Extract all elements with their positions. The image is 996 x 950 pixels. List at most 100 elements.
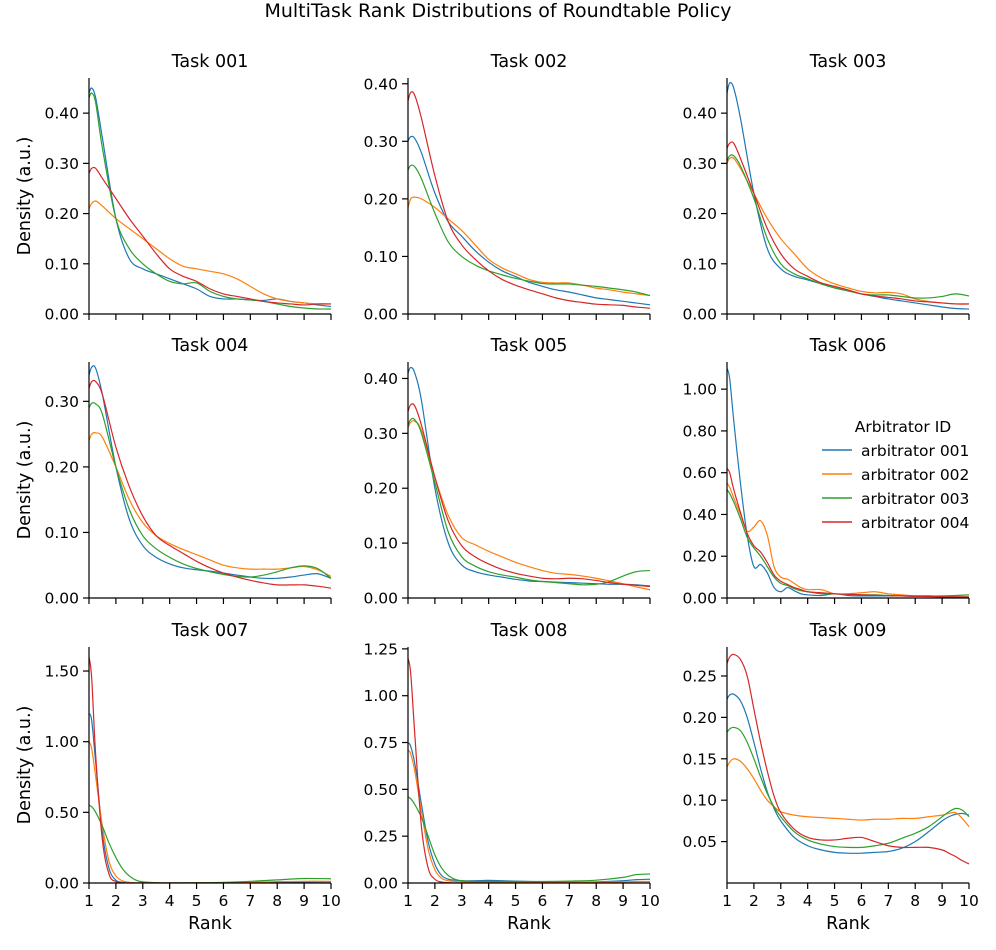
subplot-task-3: Task 003 0.00 0.10 0.20 0.30 0.40 — [682, 52, 970, 324]
series-line-4 — [89, 656, 331, 883]
x-tick-label: 10 — [321, 892, 341, 910]
subplot-title: Task 003 — [809, 52, 887, 72]
series-line-2 — [727, 156, 970, 305]
x-tick-label: 6 — [538, 892, 548, 910]
y-tick-label: 0.00 — [682, 306, 717, 324]
y-tick-label: 0.40 — [44, 105, 79, 123]
y-tick-label: 0.40 — [682, 105, 717, 123]
y-tick-label: 0.10 — [682, 792, 717, 810]
legend-label-3: arbitrator 003 — [861, 490, 969, 508]
y-tick-label: 0.40 — [363, 370, 398, 388]
x-tick-label: 10 — [959, 892, 979, 910]
x-tick-label: 8 — [272, 892, 282, 910]
x-tick-label: 1 — [722, 892, 732, 910]
series-line-1 — [408, 366, 651, 587]
x-tick-label: 1 — [403, 892, 413, 910]
y-tick-label: 0.75 — [363, 734, 398, 752]
y-tick-label: 0.40 — [682, 506, 717, 524]
y-axis-label: Density (a.u.) — [15, 421, 35, 540]
subplot-grid: Task 001 0.00 0.10 0.20 0.30 0.40 Density (a.u… — [15, 52, 979, 934]
y-tick-label: 0.00 — [44, 590, 79, 608]
y-tick-label: 0.10 — [363, 248, 398, 266]
x-tick-label: 4 — [165, 892, 175, 910]
y-tick-label: 0.30 — [44, 155, 79, 173]
series-line-1 — [727, 693, 970, 854]
x-tick-label: 3 — [457, 892, 467, 910]
x-tick-label: 4 — [803, 892, 813, 910]
series-line-2 — [89, 200, 332, 305]
series-line-1 — [89, 365, 332, 580]
y-tick-label: 0.20 — [682, 709, 717, 727]
y-tick-label: 0.10 — [363, 535, 398, 553]
legend-label-2: arbitrator 002 — [861, 466, 969, 484]
series-line-3 — [727, 726, 970, 849]
x-tick-label: 7 — [564, 892, 574, 910]
legend: Arbitrator ID arbitrator 001 arbitrator … — [822, 418, 969, 532]
y-axis-label: Density (a.u.) — [15, 706, 35, 825]
y-tick-label: 1.25 — [363, 640, 398, 658]
x-axis-label: Rank — [507, 914, 552, 934]
x-tick-label: 3 — [138, 892, 148, 910]
series-line-1 — [89, 87, 332, 308]
subplot-title: Task 008 — [490, 621, 568, 641]
x-tick-label: 4 — [484, 892, 494, 910]
y-tick-label: 0.30 — [44, 393, 79, 411]
y-tick-label: 0.50 — [363, 781, 398, 799]
y-tick-label: 0.60 — [682, 464, 717, 482]
y-tick-label: 0.15 — [682, 750, 717, 768]
subplot-task-9: Task 009 1 2 3 4 5 6 7 8 9 10 0.05 0.10 0.15 0.20 0.25 R… — [682, 621, 978, 934]
x-tick-label: 10 — [640, 892, 660, 910]
series-line-4 — [89, 166, 332, 306]
y-tick-label: 0.10 — [682, 255, 717, 273]
y-tick-label: 0.25 — [682, 667, 717, 685]
y-tick-label: 0.30 — [363, 425, 398, 443]
y-tick-label: 1.00 — [363, 687, 398, 705]
x-tick-label: 5 — [830, 892, 840, 910]
y-tick-label: 1.50 — [44, 663, 79, 681]
y-tick-label: 0.20 — [363, 480, 398, 498]
subplot-title: Task 006 — [809, 336, 887, 356]
y-tick-label: 0.00 — [363, 306, 398, 324]
legend-label-1: arbitrator 001 — [861, 442, 969, 460]
x-tick-label: 8 — [591, 892, 601, 910]
subplot-title: Task 007 — [171, 621, 249, 641]
x-tick-label: 6 — [219, 892, 229, 910]
x-tick-label: 1 — [84, 892, 94, 910]
x-tick-label: 5 — [192, 892, 202, 910]
subplot-task-2: Task 002 0.00 0.10 0.20 0.30 0.40 — [363, 52, 651, 324]
series-line-1 — [89, 713, 332, 883]
x-axis-label: Rank — [826, 914, 871, 934]
y-tick-label: 0.00 — [363, 590, 398, 608]
subplot-task-6: Task 006 0.00 0.20 0.40 0.60 0.80 1.00 — [682, 336, 970, 608]
x-tick-label: 2 — [111, 892, 121, 910]
subplot-task-8: Task 008 1 2 3 4 5 6 7 8 9 10 0.00 0.25 0.50 0.75 1.00 1… — [363, 621, 659, 934]
figure-title: MultiTask Rank Distributions of Roundtab… — [264, 0, 731, 22]
series-line-4 — [408, 658, 650, 883]
y-tick-label: 0.40 — [363, 75, 398, 93]
x-tick-label: 2 — [749, 892, 759, 910]
y-tick-label: 0.10 — [44, 524, 79, 542]
subplot-title: Task 004 — [171, 336, 249, 356]
subplot-task-7: Task 007 1 2 3 4 5 6 7 8 9 10 0.00 0.50 1.00 1.50 Densi… — [15, 621, 341, 934]
y-tick-label: 0.10 — [44, 255, 79, 273]
series-line-2 — [727, 758, 970, 828]
y-tick-label: 0.30 — [363, 133, 398, 151]
x-tick-label: 9 — [299, 892, 309, 910]
series-line-1 — [408, 742, 651, 883]
series-line-2 — [408, 749, 651, 883]
subplot-title: Task 009 — [809, 621, 887, 641]
x-tick-label: 2 — [430, 892, 440, 910]
legend-label-4: arbitrator 004 — [861, 514, 969, 532]
y-tick-label: 0.20 — [363, 190, 398, 208]
y-axis-label: Density (a.u.) — [15, 137, 35, 256]
series-line-4 — [89, 379, 332, 589]
subplot-title: Task 002 — [490, 52, 568, 72]
x-tick-label: 9 — [618, 892, 628, 910]
x-tick-label: 7 — [883, 892, 893, 910]
series-line-3 — [89, 92, 332, 310]
x-tick-label: 9 — [937, 892, 947, 910]
subplot-task-5: Task 005 0.00 0.10 0.20 0.30 0.40 — [363, 336, 651, 608]
series-line-4 — [727, 468, 970, 598]
x-tick-label: 8 — [910, 892, 920, 910]
